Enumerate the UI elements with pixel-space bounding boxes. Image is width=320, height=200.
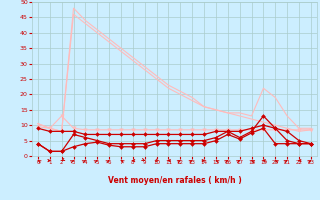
X-axis label: Vent moyen/en rafales ( km/h ): Vent moyen/en rafales ( km/h ) bbox=[108, 176, 241, 185]
